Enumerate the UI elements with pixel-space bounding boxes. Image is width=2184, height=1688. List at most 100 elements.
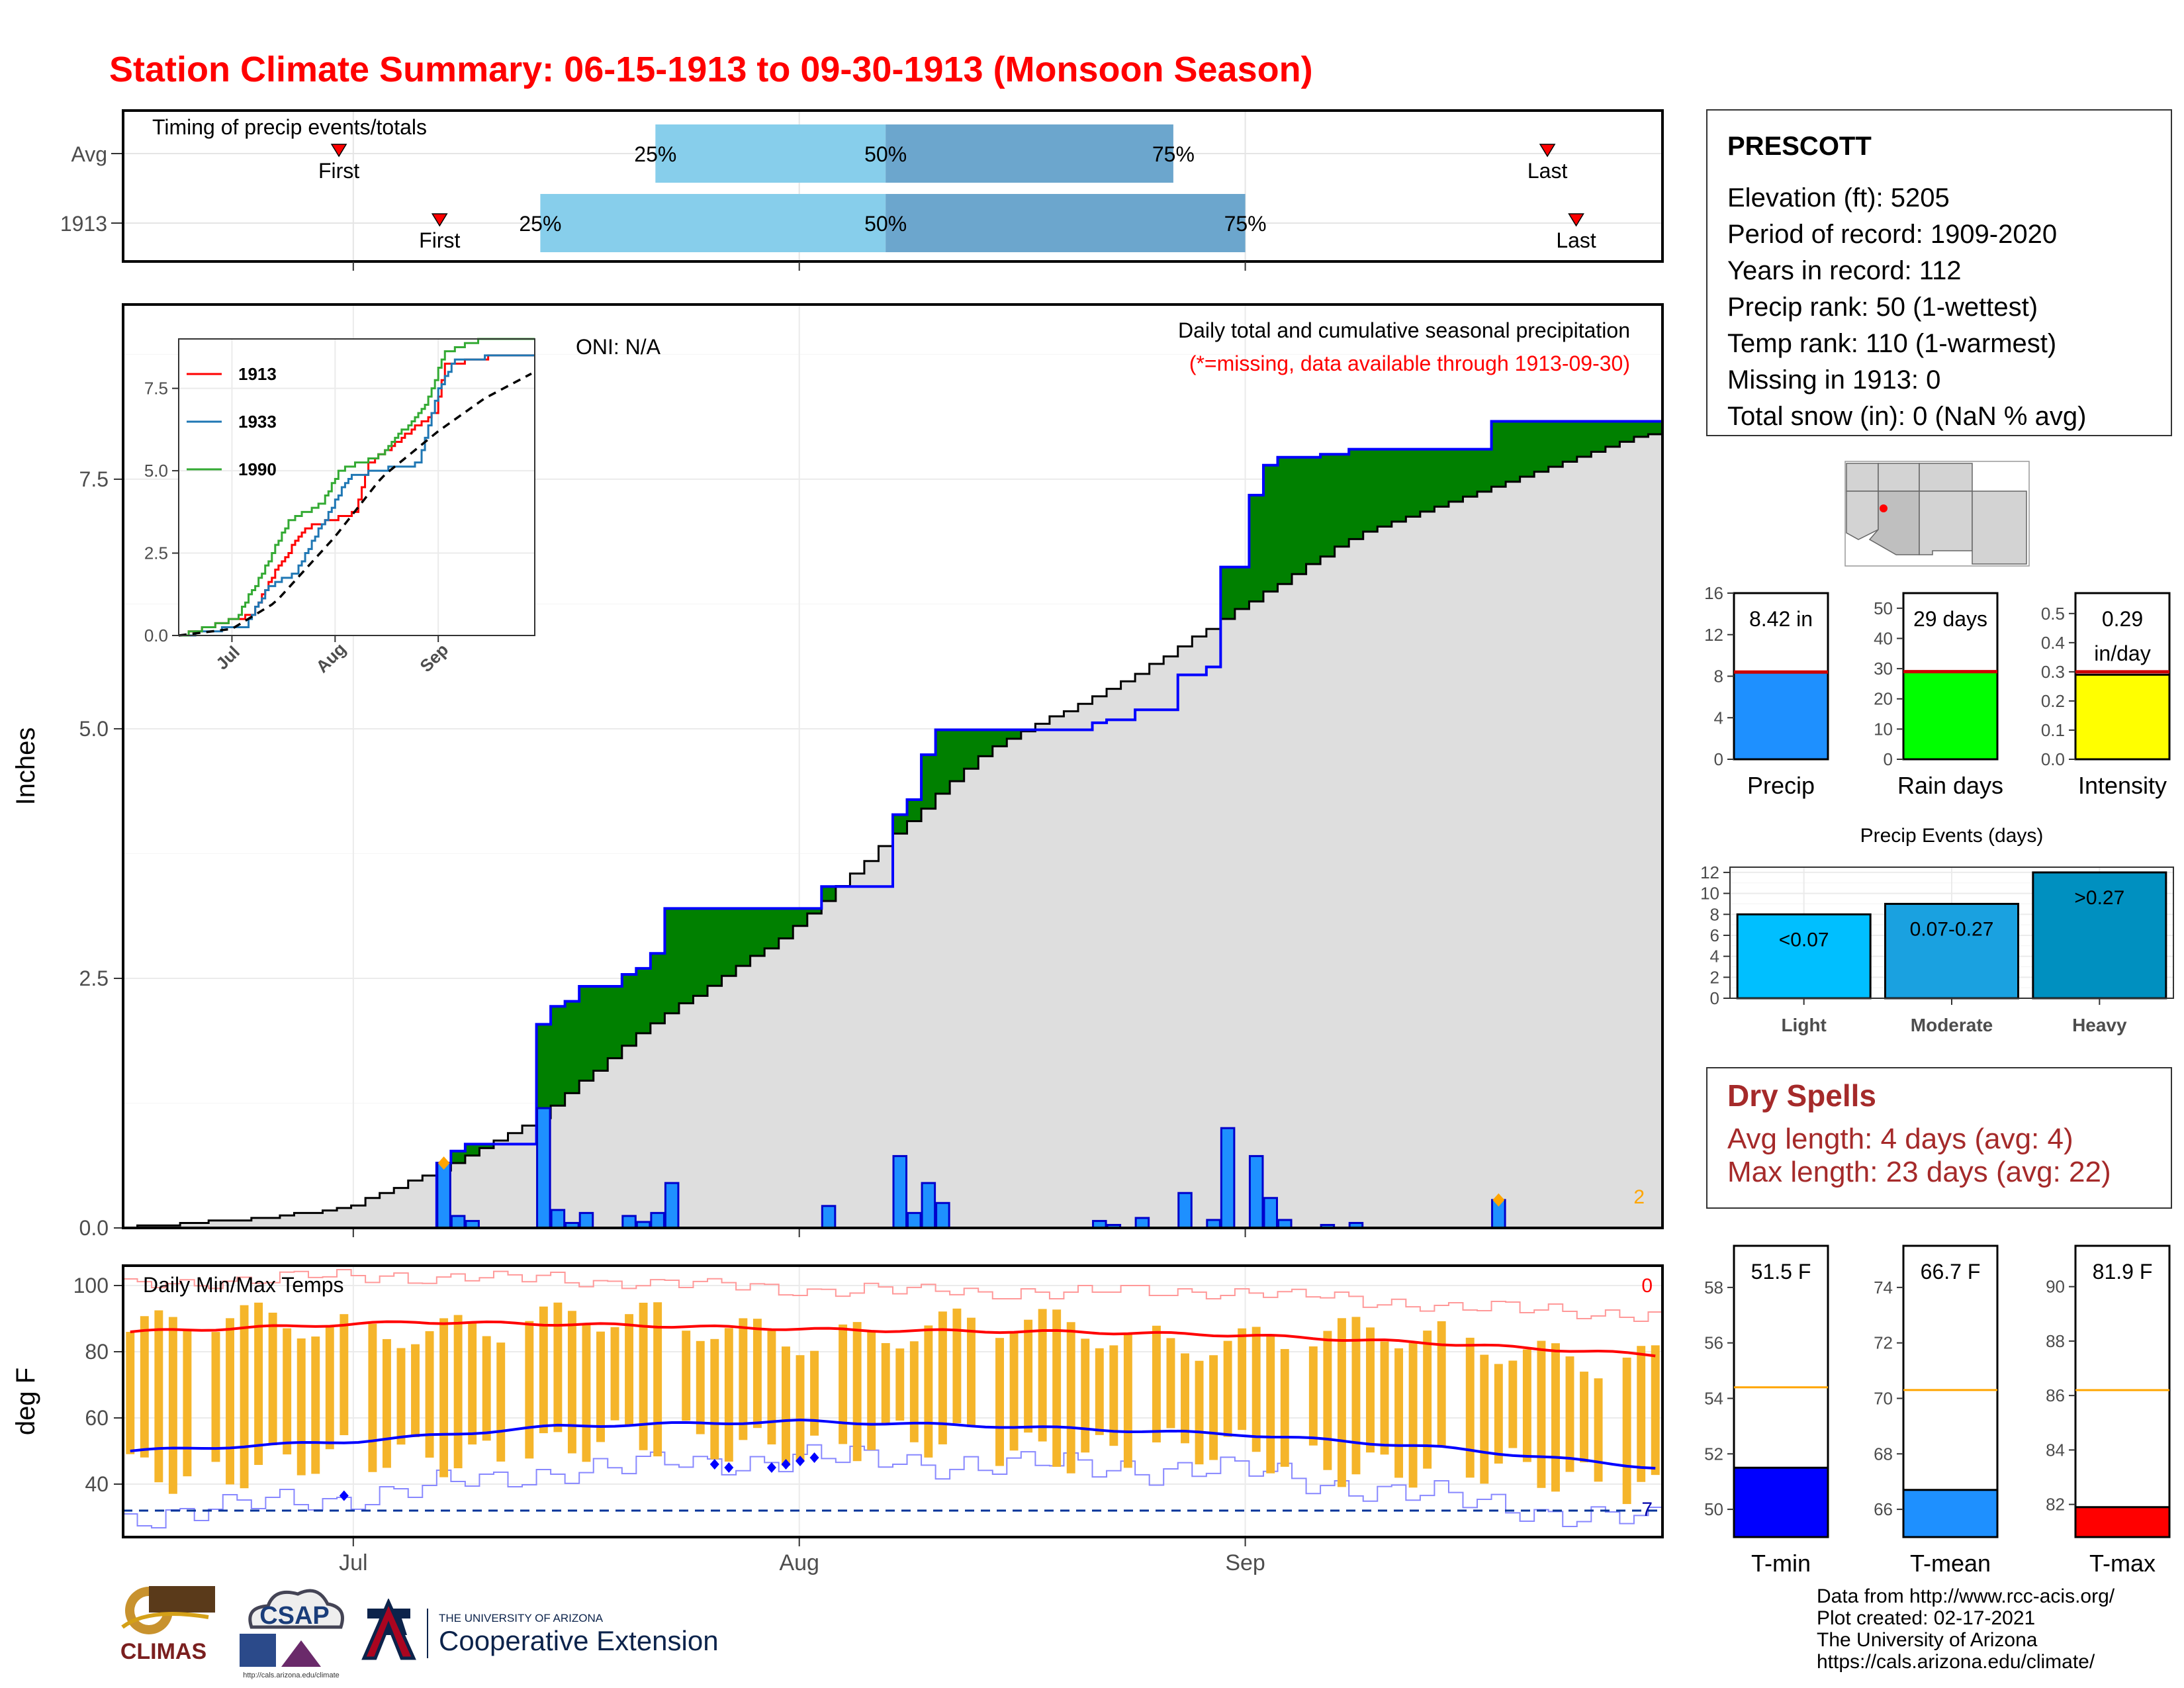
timing-label-75: 75% [1152,142,1195,166]
temps-record-marker [724,1462,734,1473]
temps-daily-bar [525,1321,534,1459]
summary-y-tick-label: 10 [1874,719,1893,739]
summary-value-label: 66.7 F [1921,1260,1981,1284]
temps-daily-bar [1551,1343,1560,1492]
summary-y-tick-label: 0.4 [2041,633,2065,653]
events-bar-label: 0.07-0.27 [1910,918,1994,940]
inset-series-line [179,354,535,637]
page-title: Station Climate Summary: 06-15-1913 to 0… [109,50,1313,89]
temps-daily-bar [625,1314,634,1427]
precip-surplus-bar [1277,457,1293,585]
precip-daily-bar [821,1205,837,1229]
temps-y-tick-label: 80 [85,1340,109,1364]
precip-daily-bar [621,1215,637,1229]
precip-surplus-bar [935,729,950,794]
temps-daily-bar [782,1346,790,1466]
summary-value-label: 29 days [1913,607,1987,631]
temps-daily-bar [411,1344,420,1438]
temps-daily-bar [1251,1327,1261,1452]
temps-daily-bar [283,1328,292,1455]
precip-surplus-bar [1234,567,1250,609]
temps-daily-bar [1209,1355,1218,1460]
temps-daily-bar [482,1336,491,1441]
temps-daily-bar [1494,1364,1503,1464]
temps-daily-bar [1480,1354,1489,1484]
events-y-tick-label: 0 [1710,988,1719,1008]
temps-daily-bar [1238,1328,1247,1430]
temps-daily-bar [154,1310,163,1483]
precip-daily-bar [650,1211,665,1229]
summary-y-tick-label: 8 [1714,667,1723,686]
station-years: Years in record: 112 [1727,256,1962,285]
temps-daily-bar [881,1342,890,1425]
precip-surplus-bar [921,755,936,809]
inset-average-line [178,372,532,637]
credit-line: https://cals.arizona.edu/climate/ [1817,1651,2095,1673]
events-category-label: Light [1781,1015,1826,1035]
summary-y-tick-label: 50 [1704,1499,1723,1519]
inset-y-tick-label: 5.0 [144,461,168,481]
events-y-tick-label: 4 [1710,947,1719,966]
timing-label-50: 50% [864,212,907,236]
temps-daily-bar [340,1314,349,1436]
precip-surplus-bar [1563,421,1578,462]
temps-daily-bar [1580,1372,1589,1463]
timing-marker-last [1539,144,1556,158]
precip-surplus-bar [1548,421,1563,467]
temps-daily-bar [168,1317,177,1494]
precip-surplus-bar [1220,567,1236,620]
station-period: Period of record: 1909-2020 [1727,220,2058,249]
summary-value-bar [2074,673,2171,761]
summary-y-tick-label: 12 [1704,625,1723,645]
precip-surplus-bar [1619,421,1635,442]
temps-daily-bar [1651,1345,1660,1476]
temps-daily-bar [682,1331,691,1421]
precip-surplus-bar [893,814,908,834]
summary-value-bar [1902,671,1999,761]
temps-daily-bar [183,1329,192,1477]
summary-y-tick-label: 90 [2046,1277,2065,1297]
timing-row-label: 1913 [60,212,107,236]
temps-record-marker [796,1456,805,1466]
precip-surplus-bar [950,729,965,782]
precip-surplus-bar [978,729,993,757]
temps-daily-bar [1280,1348,1289,1467]
precip-surplus-bar [465,1144,480,1156]
temps-daily-bar [1380,1341,1389,1455]
precip-surplus-bar [793,908,808,926]
timing-bar-q2 [886,194,1246,252]
timing-label-25: 25% [519,212,561,236]
precip-surplus-bar [750,908,765,957]
precip-surplus-bar [1420,449,1435,512]
temps-daily-bar [895,1348,905,1421]
temps-daily-bar [752,1319,762,1429]
map-state-nv [1846,463,1879,492]
temps-daily-bar [468,1323,477,1445]
events-y-tick-label: 2 [1710,967,1719,987]
temps-daily-bar [1109,1345,1118,1446]
precip-surplus-bar [636,968,651,1033]
events-bar [2032,871,2167,1000]
temps-daily-bar [539,1306,548,1434]
temps-daily-bar [1437,1321,1446,1448]
temps-daily-bar [1166,1338,1175,1429]
temps-daily-bar [1565,1356,1574,1472]
summary-value-bar [1733,671,1829,761]
summary-y-tick-label: 0.3 [2041,662,2065,682]
precip-surplus-bar [1605,421,1620,447]
events-frame [1729,867,2174,999]
temps-x-tick-label: Sep [1225,1550,1265,1575]
map-state-ut [1878,463,1920,492]
precip-surplus-bar [1007,729,1022,739]
ua-cooperative-extension-logo: THE UNIVERSITY OF ARIZONA Cooperative Ex… [361,1597,745,1668]
station-elevation: Elevation (ft): 5205 [1727,183,1950,212]
timing-label-first: First [318,159,359,183]
temps-daily-bar [1052,1309,1062,1467]
temps-daily-bar [867,1331,876,1450]
timing-title: Timing of precip events/totals [152,115,427,139]
summary-y-tick-label: 0 [1714,749,1723,769]
summary-y-tick-label: 70 [1874,1388,1893,1408]
summary-y-tick-label: 4 [1714,708,1723,727]
precip-surplus-bar [1334,454,1349,547]
